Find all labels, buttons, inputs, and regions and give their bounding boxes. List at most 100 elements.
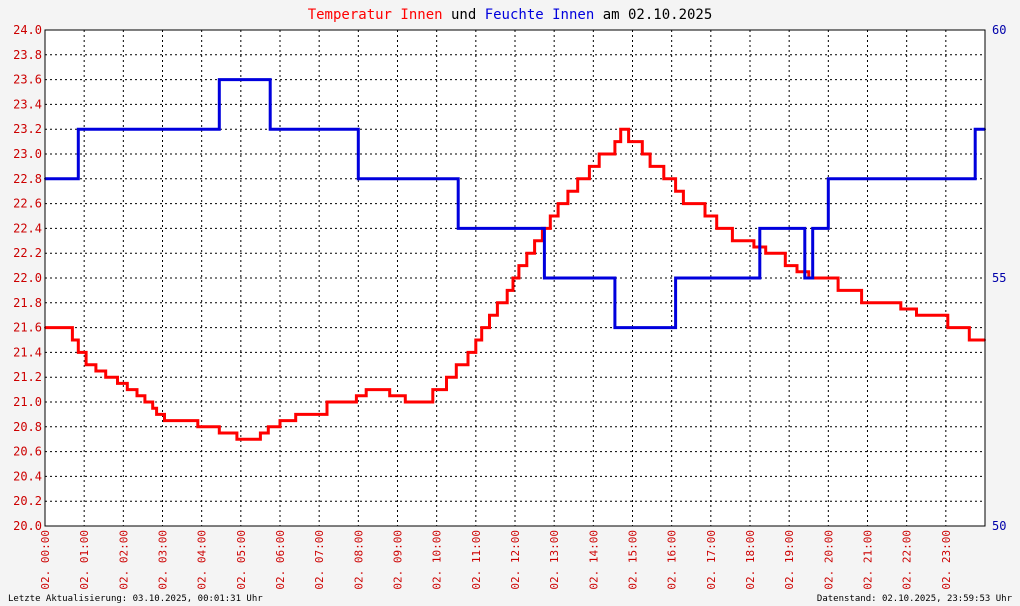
- temperature-point: [155, 413, 158, 416]
- temperature-point: [796, 270, 798, 273]
- humidity-point: [357, 177, 360, 180]
- humidity-point: [77, 128, 80, 131]
- x-axis-tick-label: 02. 03:00: [157, 530, 170, 590]
- temperature-point: [71, 339, 74, 341]
- left-axis-tick-label: 20.0: [13, 519, 42, 533]
- temperature-point: [259, 432, 262, 434]
- humidity-point: [974, 128, 977, 131]
- x-axis-tick-label: 02. 08:00: [352, 530, 365, 590]
- temperature-point: [104, 376, 107, 379]
- x-axis-tick-label: 02. 14:00: [587, 530, 600, 590]
- temperature-point: [968, 339, 971, 341]
- temperature-point: [682, 202, 685, 205]
- temperature-point: [525, 252, 528, 255]
- humidity-point: [827, 177, 830, 180]
- temperature-point: [915, 314, 918, 317]
- temperature-point: [431, 388, 434, 391]
- temperature-point: [703, 215, 706, 217]
- temperature-point: [326, 401, 328, 403]
- temperature-point: [613, 140, 616, 143]
- temperature-point: [837, 289, 840, 292]
- x-axis-tick-label: 02. 06:00: [274, 530, 287, 590]
- left-axis-tick-label: 22.0: [13, 271, 42, 285]
- humidity-point: [218, 78, 221, 81]
- temperature-point: [445, 376, 448, 379]
- left-axis-tick-label: 20.6: [13, 445, 42, 459]
- temperature-point: [674, 190, 677, 193]
- temperature-point: [267, 425, 270, 428]
- humidity-point: [543, 277, 546, 279]
- temperature-point: [512, 277, 515, 279]
- temperature-point: [116, 382, 119, 385]
- series-lines: [44, 78, 986, 441]
- plot-border: [44, 29, 986, 527]
- left-axis-tick-label: 23.4: [13, 97, 42, 111]
- left-axis-tick-label: 24.0: [13, 23, 42, 37]
- temperature-point: [91, 363, 93, 366]
- humidity-point: [232, 78, 234, 81]
- left-axis-tick-label: 23.8: [13, 48, 42, 62]
- temperature-point: [496, 301, 499, 304]
- x-axis-tick-label: 02. 10:00: [431, 530, 444, 590]
- title-humidity: Feuchte Innen: [485, 7, 595, 23]
- x-axis-tick-label: 02. 18:00: [744, 530, 757, 590]
- x-axis-tick-label: 02. 11:00: [470, 530, 483, 590]
- humidity-point: [803, 277, 806, 279]
- humidity-point: [811, 227, 814, 230]
- temperature-point: [784, 264, 787, 267]
- left-axis-tick-label: 22.6: [13, 197, 42, 211]
- temperature-point: [731, 239, 734, 242]
- temperature-point: [196, 425, 199, 428]
- temperature-point: [662, 177, 665, 180]
- left-axis-tick-label: 20.8: [13, 420, 42, 434]
- humidity-point: [457, 227, 460, 230]
- temperature-point: [619, 128, 622, 131]
- temperature-point: [627, 140, 630, 143]
- temperature-point: [163, 419, 166, 422]
- x-axis-tick-label: 02. 05:00: [235, 530, 248, 590]
- left-axis-tick-label: 23.6: [13, 73, 42, 87]
- temperature-point: [112, 376, 115, 379]
- left-axis-tick-label: 23.0: [13, 147, 42, 161]
- x-axis-tick-label: 02. 21:00: [862, 530, 875, 590]
- left-axis-tick-label: 21.0: [13, 395, 42, 409]
- temperature-point: [506, 289, 509, 292]
- temperature-point: [549, 215, 552, 217]
- title-date: am 02.10.2025: [594, 7, 712, 23]
- temperature-point: [649, 165, 652, 168]
- left-axis-tick-label: 21.2: [13, 370, 42, 384]
- humidity-point: [255, 78, 258, 81]
- temperature-point: [933, 314, 936, 317]
- x-axis-tick-label: 02. 02:00: [117, 530, 130, 590]
- temperature-point: [365, 388, 368, 391]
- temperature-point: [455, 363, 458, 366]
- title-temperature: Temperatur Innen: [308, 7, 443, 23]
- left-axis-tick-label: 22.8: [13, 172, 42, 186]
- temperature-point: [294, 413, 297, 416]
- title-und: und: [443, 7, 485, 23]
- temperature-point: [899, 308, 902, 310]
- right-axis-tick-label: 60: [992, 23, 1006, 37]
- left-axis-tick-label: 21.6: [13, 321, 42, 335]
- temperature-point: [126, 388, 129, 391]
- left-axis-labels: 20.0 20.2 20.4 20.6 20.8 21.0 21.2 21.4 21.6 21.8…: [13, 23, 42, 533]
- temperature-point: [279, 419, 281, 422]
- x-axis-tick-label: 02. 13:00: [548, 530, 561, 590]
- temperature-point: [641, 153, 644, 155]
- x-axis-tick-label: 02. 09:00: [392, 530, 405, 590]
- footer-data-status: Datenstand: 02.10.2025, 23:59:53 Uhr: [817, 594, 1013, 604]
- temperature-point: [474, 339, 477, 341]
- x-axis-tick-label: 02. 19:00: [783, 530, 796, 590]
- temperature-point: [416, 401, 419, 403]
- temperature-point: [715, 227, 718, 230]
- x-axis-tick-label: 02. 17:00: [705, 530, 718, 590]
- temperature-point: [376, 388, 379, 391]
- x-axis-tick-label: 02. 00:00: [39, 530, 52, 590]
- temperature-point: [218, 432, 221, 434]
- temperature-point: [467, 351, 469, 354]
- temperature-point: [557, 202, 560, 205]
- x-axis-tick-label: 02. 16:00: [666, 530, 679, 590]
- footer-last-update: Letzte Aktualisierung: 03.10.2025, 00:01…: [8, 594, 263, 604]
- temperature-point: [77, 351, 80, 354]
